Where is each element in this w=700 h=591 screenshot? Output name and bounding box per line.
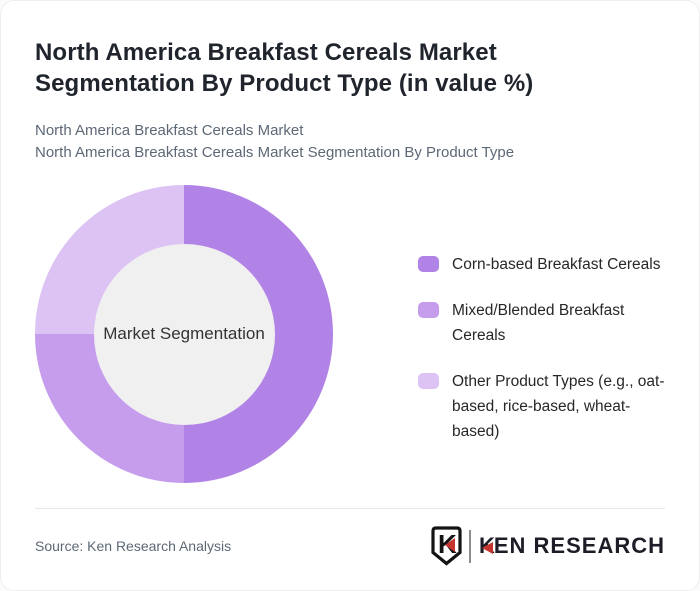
donut-center-label: Market Segmentation — [103, 324, 265, 343]
subtitle-line-2: North America Breakfast Cereals Market S… — [35, 144, 515, 161]
donut-center: Market Segmentation — [93, 243, 275, 425]
source-text: Source: Ken Research Analysis — [35, 538, 232, 554]
legend-label: Corn-based Breakfast Cereals — [452, 256, 661, 273]
legend-swatch — [418, 373, 439, 389]
logo-separator-bar — [468, 529, 471, 563]
legend: Corn-based Breakfast Cereals Mixed/Blende… — [418, 185, 665, 465]
legend-swatch — [418, 302, 439, 318]
legend-swatch — [418, 256, 439, 272]
legend-item: Corn-based Breakfast Cereals — [418, 252, 665, 277]
legend-label: Other Product Types (e.g., oat-based, ri… — [452, 373, 665, 440]
donut-chart: Market Segmentation — [35, 185, 333, 483]
footer-divider — [35, 508, 665, 509]
chart-subtitles: North America Breakfast Cereals Market N… — [35, 120, 665, 164]
legend-item: Mixed/Blended Breakfast Cereals — [418, 298, 665, 348]
red-triangle-icon — [444, 538, 455, 552]
red-triangle-icon — [481, 542, 493, 554]
page-title: North America Breakfast Cereals Market S… — [35, 39, 534, 97]
legend-item: Other Product Types (e.g., oat-based, ri… — [418, 369, 665, 444]
logo-text: KEN RESEARCH — [479, 533, 665, 559]
subtitle-line-1: North America Breakfast Cereals Market — [35, 122, 304, 139]
footer: Source: Ken Research Analysis K KEN RESE… — [35, 526, 665, 566]
legend-label: Mixed/Blended Breakfast Cereals — [452, 302, 625, 344]
logo-text-rest: EN RESEARCH — [493, 533, 665, 558]
chart-area: Market Segmentation Corn-based Breakfast… — [35, 185, 665, 483]
ken-research-logo: K KEN RESEARCH — [431, 526, 665, 566]
logo-shield-emblem: K — [431, 526, 462, 566]
